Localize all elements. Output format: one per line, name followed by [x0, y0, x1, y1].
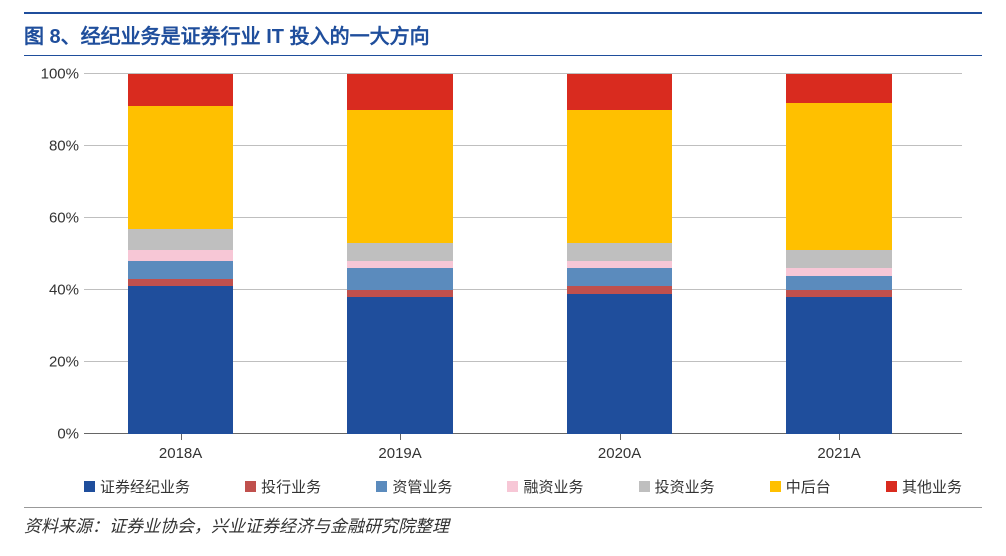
x-tick-mark	[839, 434, 840, 440]
bar-segment	[128, 74, 233, 106]
bar-group	[128, 74, 233, 434]
bar-segment	[567, 243, 672, 261]
x-tick-mark	[400, 434, 401, 440]
chart-title: 图 8、经纪业务是证券行业 IT 投入的一大方向	[24, 20, 982, 49]
bar-segment	[347, 74, 452, 110]
bar-segment	[128, 286, 233, 434]
x-tick-mark	[620, 434, 621, 440]
bar-segment	[347, 297, 452, 434]
legend-label: 其他业务	[902, 476, 962, 497]
bar-segment	[128, 229, 233, 251]
legend-label: 投资业务	[655, 476, 715, 497]
x-tick-label: 2020A	[598, 445, 641, 462]
y-tick-label: 60%	[29, 210, 79, 227]
bar-group	[567, 74, 672, 434]
bar-segment	[567, 268, 672, 286]
y-tick-label: 20%	[29, 354, 79, 371]
bar-segment	[347, 261, 452, 268]
bar-segment	[786, 268, 891, 275]
bar-segment	[786, 290, 891, 297]
legend-item: 投行业务	[245, 476, 321, 497]
x-tick-mark	[181, 434, 182, 440]
y-tick-label: 0%	[29, 426, 79, 443]
legend-swatch	[639, 481, 650, 492]
legend-item: 投资业务	[639, 476, 715, 497]
bar-group	[786, 74, 891, 434]
legend: 证券经纪业务 投行业务 资管业务 融资业务 投资业务 中后台 其他业务	[84, 476, 962, 497]
legend-label: 投行业务	[261, 476, 321, 497]
bar-segment	[567, 294, 672, 434]
chart-title-row: 图 8、经纪业务是证券行业 IT 投入的一大方向	[24, 12, 982, 56]
y-tick-label: 40%	[29, 282, 79, 299]
legend-swatch	[376, 481, 387, 492]
bar-segment	[347, 290, 452, 297]
legend-item: 证券经纪业务	[84, 476, 190, 497]
legend-item: 其他业务	[886, 476, 962, 497]
x-tick-label: 2019A	[378, 445, 421, 462]
x-tick-label: 2021A	[817, 445, 860, 462]
legend-swatch	[245, 481, 256, 492]
source-row: 资料来源：证券业协会，兴业证券经济与金融研究院整理	[24, 507, 982, 537]
bar-group	[347, 74, 452, 434]
legend-label: 资管业务	[392, 476, 452, 497]
legend-item: 中后台	[770, 476, 831, 497]
bar-segment	[347, 243, 452, 261]
bar-segment	[347, 268, 452, 290]
bar-segment	[128, 250, 233, 261]
bar-segment	[567, 74, 672, 110]
legend-item: 融资业务	[507, 476, 583, 497]
bar-segment	[128, 279, 233, 286]
bar-segment	[567, 110, 672, 243]
bar-segment	[786, 297, 891, 434]
y-tick-label: 80%	[29, 138, 79, 155]
chart-area: 0%20%40%60%80%100% 2018A 2019A 2020A 2021A	[84, 74, 962, 474]
legend-swatch	[507, 481, 518, 492]
legend-swatch	[770, 481, 781, 492]
bar-segment	[347, 110, 452, 243]
bar-segment	[567, 286, 672, 293]
source-text: 资料来源：证券业协会，兴业证券经济与金融研究院整理	[24, 512, 982, 537]
bar-segment	[128, 106, 233, 228]
bar-segment	[567, 261, 672, 268]
legend-label: 融资业务	[523, 476, 583, 497]
legend-swatch	[84, 481, 95, 492]
legend-item: 资管业务	[376, 476, 452, 497]
x-tick-label: 2018A	[159, 445, 202, 462]
legend-swatch	[886, 481, 897, 492]
legend-label: 中后台	[786, 476, 831, 497]
plot-region: 0%20%40%60%80%100%	[84, 74, 962, 434]
bar-segment	[786, 250, 891, 268]
bar-segment	[786, 74, 891, 103]
bar-segment	[786, 276, 891, 290]
bar-segment	[786, 103, 891, 251]
y-tick-label: 100%	[29, 66, 79, 83]
bar-segment	[128, 261, 233, 279]
legend-label: 证券经纪业务	[100, 476, 190, 497]
